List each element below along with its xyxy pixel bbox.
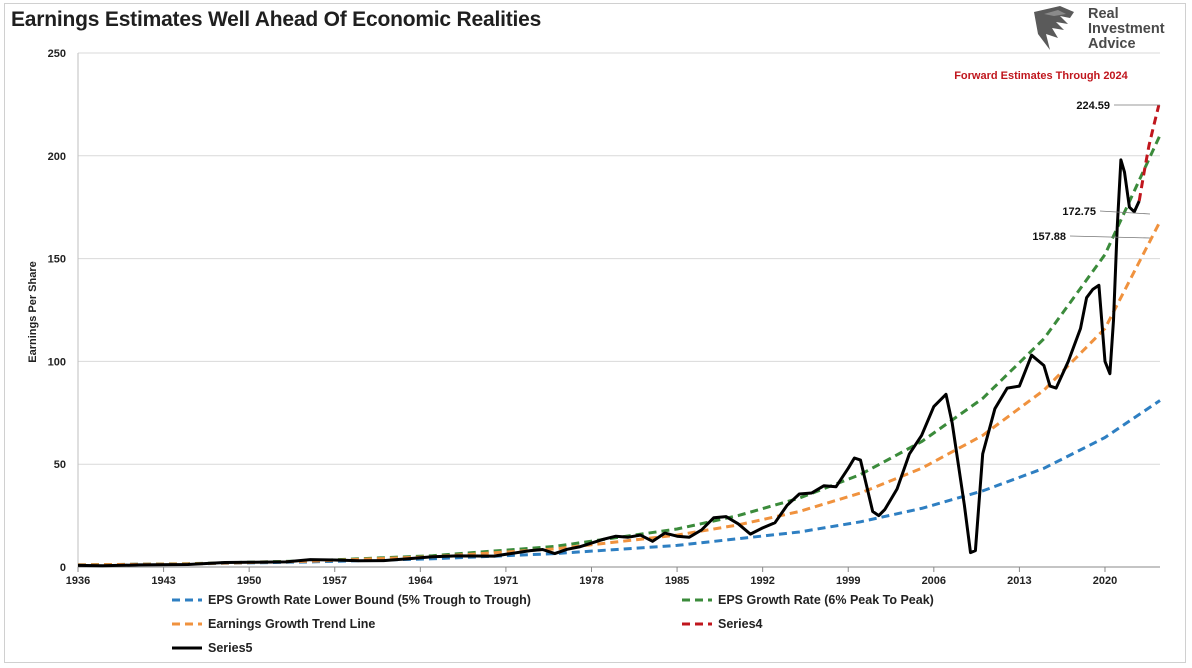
series-line-1 [77,399,1161,567]
y-tick-label: 0 [60,562,66,574]
legend-label-3: Earnings Growth Trend Line [208,617,375,631]
eagle-head-icon [1034,6,1074,50]
y-axis-ticks: 0 50 100 150 200 250 [48,48,66,574]
x-tick-label: 2013 [1007,575,1031,587]
gridlines [77,52,1160,568]
series-line-4 [1137,104,1161,202]
annotation-leader [1069,235,1151,239]
x-tick-label: 1999 [836,575,860,587]
x-tick-label: 1957 [323,575,347,587]
chart-title: Earnings Estimates Well Ahead Of Economi… [11,8,542,31]
annotations: Forward Estimates Through 2024 224.59 172.… [954,70,1160,243]
logo-line-2: Investment [1088,21,1165,37]
x-tick-label: 1985 [665,575,689,587]
x-tick-label: 1936 [66,575,90,587]
series-line-3 [77,220,1162,567]
logo-line-1: Real [1088,6,1119,22]
series-lines [77,104,1162,568]
y-tick-label: 100 [48,356,66,368]
legend-label-1: EPS Growth Rate Lower Bound (5% Trough t… [208,593,531,607]
logo: Real Investment Advice [1028,4,1178,54]
annotation-value: 224.59 [1076,100,1110,112]
annotation-value: 157.88 [1032,231,1066,243]
x-tick-label: 2006 [922,575,946,587]
logo-line-3: Advice [1088,36,1136,52]
x-tick-label: 1943 [151,575,175,587]
chart-frame [4,3,1186,663]
x-tick-label: 1992 [750,575,774,587]
y-axis-label: Earnings Per Share [27,261,39,363]
x-tick-label: 1978 [579,575,603,587]
legend-label-5: Series5 [208,641,253,655]
y-tick-label: 250 [48,48,66,60]
y-tick-label: 50 [54,459,66,471]
y-tick-label: 150 [48,254,66,266]
series-line-2 [77,134,1162,567]
annotation-forward-estimates: Forward Estimates Through 2024 [954,70,1128,82]
y-tick-label: 200 [48,151,66,163]
legend-label-4: Series4 [718,617,763,631]
annotation-value: 172.75 [1062,206,1096,218]
series-line-5 [77,158,1141,568]
x-tick-label: 1950 [237,575,261,587]
legend-label-2: EPS Growth Rate (6% Peak To Peak) [718,593,934,607]
x-tick-label: 1964 [408,575,433,587]
legend: EPS Growth Rate Lower Bound (5% Trough t… [172,593,934,655]
x-tick-label: 2020 [1093,575,1117,587]
annotation-leader [1099,210,1151,215]
x-tick-label: 1971 [494,575,518,587]
x-axis-ticks: 1936 1943 1950 1957 1964 1971 1978 1985 1992 1999… [66,567,1117,587]
